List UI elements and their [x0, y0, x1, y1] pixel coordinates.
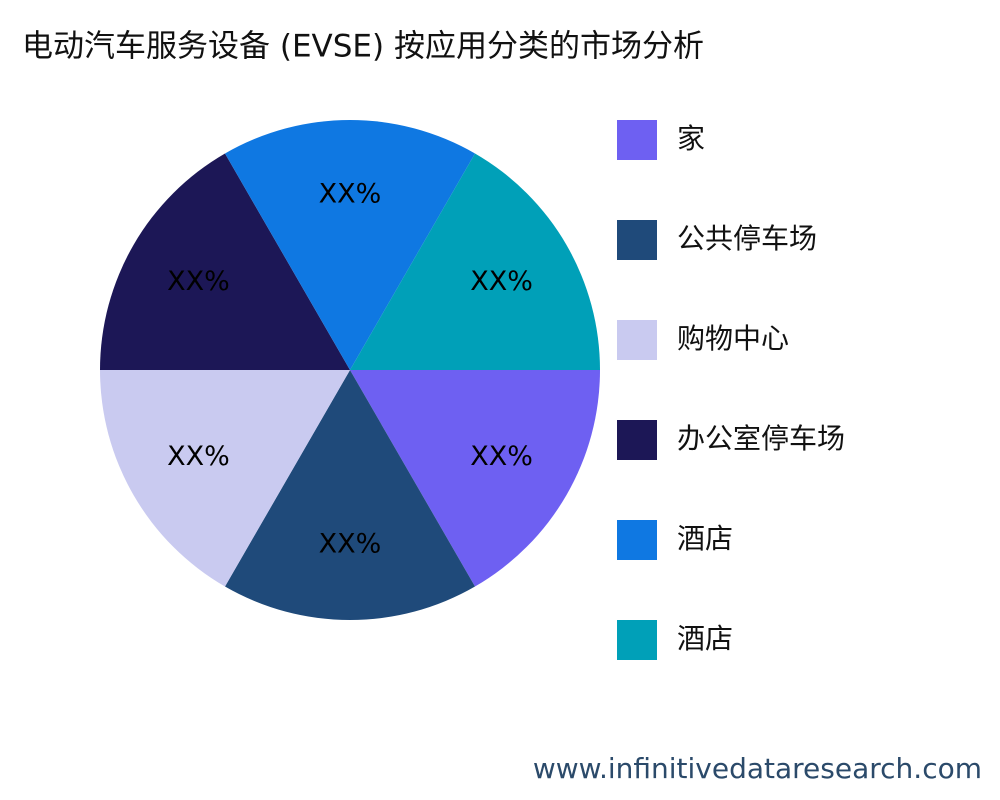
source-link: www.infinitivedataresearch.com: [533, 752, 982, 785]
legend-label: 家: [677, 122, 705, 155]
legend-label: 酒店: [677, 622, 733, 655]
pie-slice: [100, 370, 350, 587]
legend-swatch: [617, 620, 657, 660]
pie-slice: [350, 153, 600, 370]
pie-slice: [225, 119, 475, 370]
data-label: XX%: [319, 179, 382, 210]
data-label: XX%: [470, 441, 533, 472]
data-label: XX%: [167, 441, 230, 472]
legend-swatch: [617, 320, 657, 360]
pie-slice: [350, 370, 600, 587]
pie-slice: [100, 153, 350, 370]
legend-swatch: [617, 420, 657, 460]
legend-swatch: [617, 520, 657, 560]
data-label: XX%: [167, 266, 230, 297]
data-label: XX%: [470, 266, 533, 297]
legend-label: 公共停车场: [677, 222, 817, 255]
legend-label: 购物中心: [677, 322, 789, 355]
legend-label: 办公室停车场: [677, 422, 845, 455]
legend-swatch: [617, 220, 657, 260]
legend-swatch: [617, 120, 657, 160]
legend-label: 酒店: [677, 522, 733, 555]
data-label: XX%: [319, 529, 382, 560]
pie-slice: [225, 370, 475, 620]
chart-title: 电动汽车服务设备 (EVSE) 按应用分类的市场分析: [22, 29, 704, 65]
